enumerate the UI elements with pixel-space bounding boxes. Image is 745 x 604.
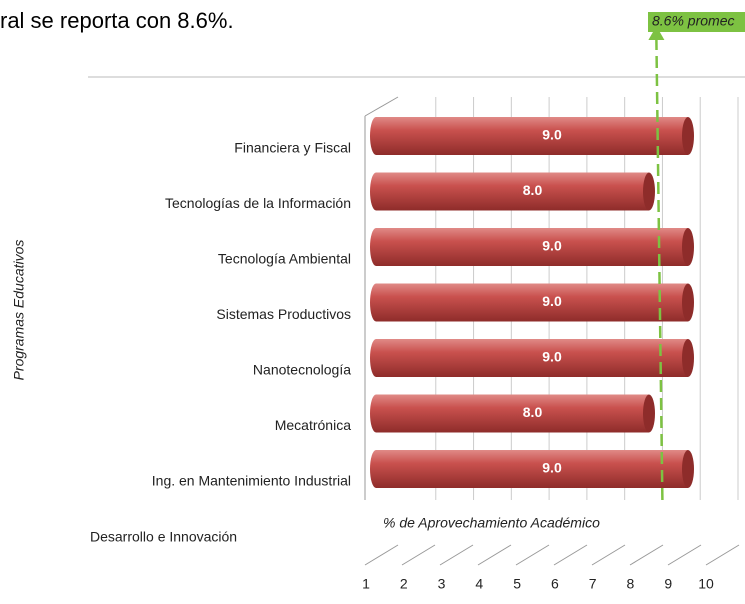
- x-axis-label: % de Aprovechamiento Académico: [383, 515, 600, 531]
- average-arrow: [648, 26, 665, 40]
- extra-label: Desarrollo e Innovación: [90, 529, 237, 545]
- x-tick-label: 5: [513, 576, 521, 592]
- y-axis-label: Programas Educativos: [11, 240, 27, 381]
- y-tick-label: Financiera y Fiscal: [234, 140, 351, 156]
- bar-part: [682, 228, 694, 266]
- y-tick-label: Mecatrónica: [275, 417, 351, 433]
- bar: [370, 339, 694, 377]
- annotation: 8.6% promec: [652, 13, 734, 29]
- value-label: 9.0: [542, 349, 562, 365]
- y-tick-label: Ing. en Mantenimiento Industrial: [152, 473, 351, 489]
- x-tick-label: 7: [589, 576, 597, 592]
- value-label: 9.0: [542, 460, 562, 476]
- x-tick-label: 8: [627, 576, 635, 592]
- bar-part: [682, 117, 694, 155]
- bar-part: [370, 117, 688, 155]
- value-label: 8.0: [523, 404, 543, 420]
- x-tick-label: 4: [475, 576, 483, 592]
- x-tick-label: 9: [664, 576, 672, 592]
- bar-part: [370, 450, 688, 488]
- value-label: 8.0: [523, 182, 543, 198]
- bar: [370, 394, 655, 433]
- x-tick-label: 6: [551, 576, 559, 592]
- bar-part: [370, 172, 649, 211]
- y-tick-label: Tecnología Ambiental: [218, 251, 351, 267]
- bar: [370, 450, 694, 488]
- bar-part: [682, 283, 694, 322]
- value-label: 9.0: [542, 293, 562, 309]
- value-label: 9.0: [542, 127, 562, 143]
- x-tick-label: 1: [362, 576, 370, 592]
- x-tick-label: 10: [698, 576, 714, 592]
- bar-part: [682, 450, 694, 488]
- bar-part: [370, 283, 688, 322]
- bar-part: [370, 228, 688, 266]
- y-tick-label: Sistemas Productivos: [216, 306, 351, 322]
- annotation-box: [648, 12, 745, 32]
- bar: [370, 117, 694, 155]
- bar-part: [370, 394, 649, 433]
- x-tick-label: 2: [400, 576, 408, 592]
- y-tick-label: Tecnologías de la Información: [165, 195, 351, 211]
- bar-part: [643, 394, 655, 433]
- value-label: 9.0: [542, 238, 562, 254]
- x-tick-label: 3: [438, 576, 446, 592]
- bar: [370, 283, 694, 322]
- bar: [370, 228, 694, 266]
- bar-part: [682, 339, 694, 377]
- y-tick-label: Nanotecnología: [253, 362, 351, 378]
- bar-part: [643, 172, 655, 211]
- floor: [364, 96, 740, 566]
- heading: ral se reporta con 8.6%.: [0, 8, 234, 33]
- average-line: [655, 39, 664, 501]
- bar: [370, 172, 655, 211]
- bar-part: [370, 339, 688, 377]
